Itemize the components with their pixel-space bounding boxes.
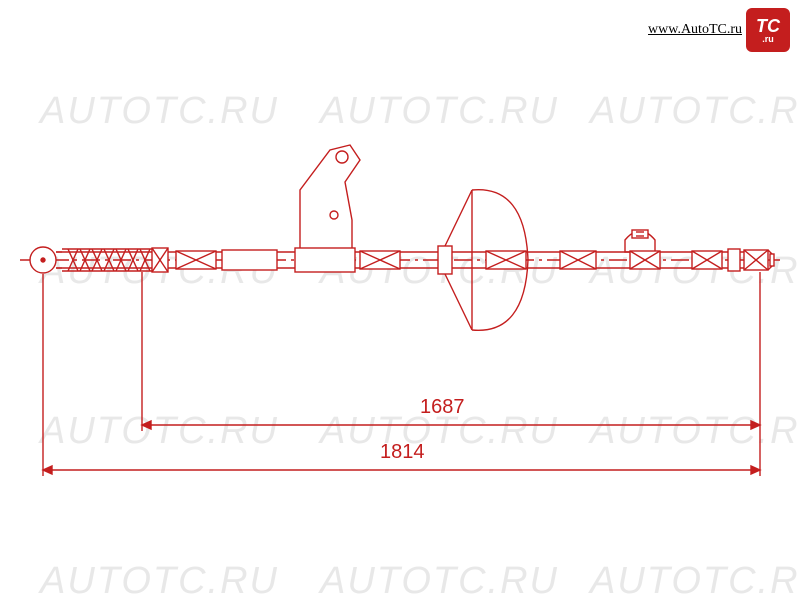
technical-drawing <box>0 0 800 600</box>
dimension-label-inner: 1687 <box>420 396 465 419</box>
dimension-label-outer: 1814 <box>380 441 425 464</box>
